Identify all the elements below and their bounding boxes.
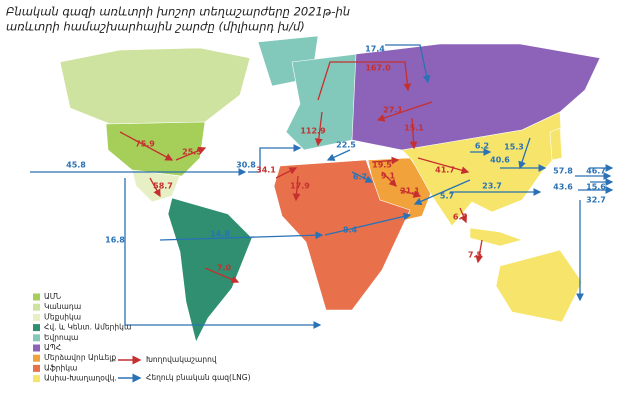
legend-swatch [33, 364, 40, 372]
flow-line [475, 239, 483, 264]
legend-label: ԱՊՀ [44, 343, 61, 352]
legend-swatch [33, 303, 40, 311]
legend-label: Մերձավոր Արևելք [44, 353, 116, 362]
flow-label: 43.6 [553, 183, 573, 192]
flow-label: 15.3 [504, 143, 524, 152]
flow-line [324, 212, 412, 236]
flow-line [275, 167, 298, 179]
flow-label: 17.4 [365, 45, 385, 54]
flow-label: 34.1 [256, 166, 276, 175]
flow-line [175, 146, 207, 161]
region-shape [401, 111, 563, 227]
flow-label: 22.5 [336, 141, 356, 150]
flow-line [376, 101, 433, 122]
flow-label: 75.9 [135, 140, 155, 149]
flow-label: 32.7 [586, 196, 606, 205]
flow-line [413, 179, 471, 205]
legend-swatch [33, 375, 40, 383]
flow-line [317, 61, 412, 101]
flow-label: 23.7 [482, 182, 502, 191]
flow-label: 45.8 [66, 161, 86, 170]
legend-swatch [33, 344, 40, 352]
flow-label: 15.6 [586, 183, 606, 192]
flow-label: 6.2 [475, 142, 489, 151]
flow-label: 9.1 [381, 172, 396, 181]
legend-label: ԱՄՆ [44, 292, 62, 301]
flow-label: 25.5 [182, 148, 202, 157]
subtitle: առևտրի համաշխարհային շարժը (միլիարդ խ/մ) [6, 20, 305, 34]
land [59, 35, 601, 343]
title: Բնական գազի առևտրի խոշոր տեղաշարժերը 202… [6, 5, 350, 19]
flow-label: 16.8 [105, 236, 125, 245]
flow-label: 19.5 [372, 161, 392, 170]
region-shape [105, 121, 206, 177]
flow-label: 167.0 [365, 64, 391, 73]
flow-label: 27.1 [383, 106, 403, 115]
flow-label: 6.7 [453, 213, 467, 222]
legend-label: Հվ. և Կենտ. Ամերիկա [44, 323, 131, 332]
flow-line [326, 149, 351, 161]
legend-label: Հեղուկ բնական գազ(LNG) [146, 373, 251, 382]
legend-swatch [33, 324, 40, 332]
legend-swatch [33, 313, 40, 321]
flow-label: 8.4 [343, 226, 358, 235]
region-shape [131, 169, 181, 203]
flow-line [417, 157, 470, 175]
legend-label: Կանադա [44, 302, 81, 311]
flow-line [371, 156, 400, 165]
flow-line [409, 117, 418, 150]
flow-line [149, 177, 161, 198]
flow-line [124, 178, 322, 329]
legend-swatch [33, 293, 40, 301]
flow-label: 41.7 [435, 166, 455, 175]
flow-line [351, 171, 374, 183]
flow-line [459, 207, 468, 224]
flow-line [159, 231, 324, 241]
flow-label: 7.5 [468, 251, 483, 260]
flow-label: 14.8 [210, 230, 230, 239]
region-shape [495, 249, 583, 323]
flow-label: 6.7 [353, 173, 367, 182]
region-shape [59, 47, 251, 125]
flow-line [518, 137, 531, 170]
flow-label: 15.1 [404, 124, 424, 133]
flow-label: 7.0 [217, 264, 232, 273]
flow-line [292, 175, 301, 202]
flow-line [399, 189, 422, 198]
flow-label: 46.7 [586, 167, 606, 176]
flow-line [248, 144, 302, 173]
flow-label: 21.1 [400, 187, 420, 196]
legend-swatch [33, 354, 40, 362]
flow-line [314, 111, 323, 147]
flow-line [385, 44, 431, 84]
legend-label: Մեքսիկա [44, 312, 81, 321]
flow-label: 17.9 [290, 182, 310, 191]
flow-label: 40.6 [490, 156, 510, 165]
flow-line [204, 267, 240, 284]
region-shape [351, 43, 601, 151]
flow-label: 112.9 [300, 127, 326, 136]
legend-label: Խողովակաշարով [146, 355, 217, 364]
flow-line [119, 131, 174, 161]
legend-label: Աֆրիկա [44, 363, 77, 372]
legend-label: Եվրոպա [44, 333, 78, 342]
region-shape [549, 127, 563, 161]
region-shape [469, 227, 523, 247]
region-shape [273, 159, 411, 311]
flows: 17.4 45.8 30.8 22.5 16.8 14.8 8.4 5.7 6.240.6 23.… [30, 44, 614, 329]
region-shape [285, 53, 359, 151]
legend-swatch [33, 334, 40, 342]
legend-label: Ասիա-Խաղաղօվկ. [44, 374, 117, 383]
flow-label: 58.7 [153, 182, 173, 191]
flow-label: 57.8 [553, 167, 573, 176]
flow-line [381, 171, 397, 187]
flow-label: 5.7 [440, 192, 454, 201]
flow-label: 30.8 [236, 161, 256, 170]
